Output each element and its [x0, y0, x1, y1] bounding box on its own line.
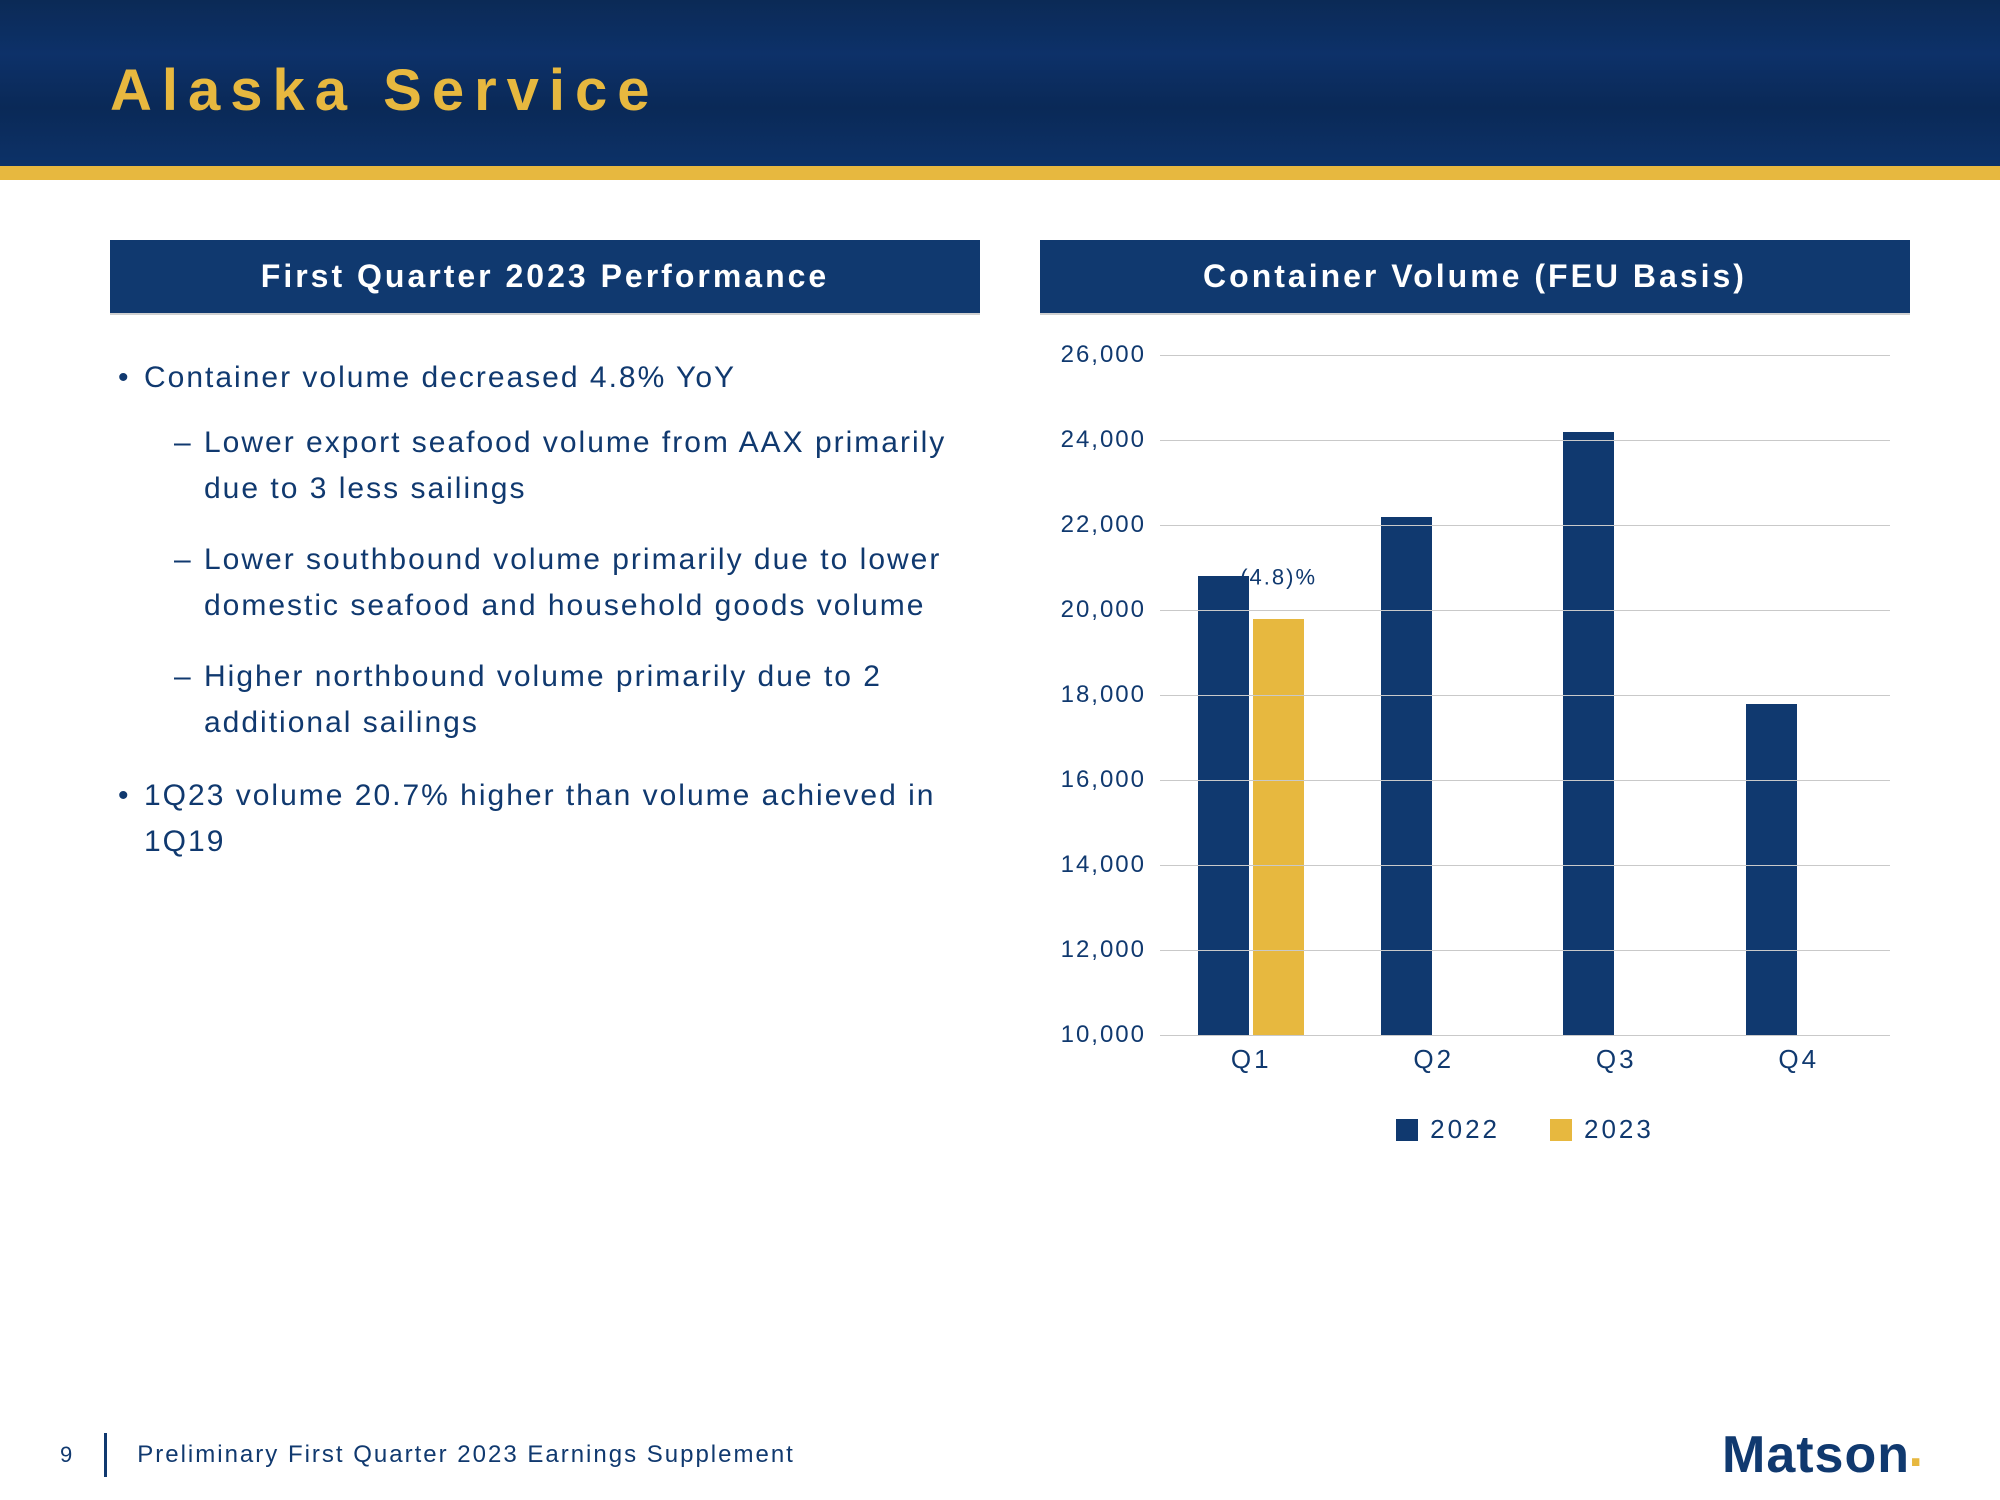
y-tick-label: 24,000 — [1061, 426, 1160, 454]
y-tick-label: 18,000 — [1061, 681, 1160, 709]
legend-swatch — [1396, 1119, 1418, 1141]
bar — [1381, 517, 1432, 1036]
chart-legend: 2022 2023 — [1160, 1114, 1890, 1145]
legend-item: 2022 — [1396, 1114, 1500, 1145]
bullet-item: 1Q23 volume 20.7% higher than volume ach… — [110, 773, 980, 866]
gridline — [1160, 695, 1890, 696]
right-panel-header: Container Volume (FEU Basis) — [1040, 240, 1910, 315]
bullet-list: Container volume decreased 4.8% YoY Lower… — [110, 355, 980, 866]
header-band: Alaska Service — [0, 0, 2000, 180]
bullet-item: Container volume decreased 4.8% YoY Lower… — [110, 355, 980, 747]
x-tick-label: Q4 — [1708, 1044, 1891, 1075]
legend-label: 2022 — [1430, 1114, 1500, 1145]
gridline — [1160, 355, 1890, 356]
right-column: Container Volume (FEU Basis) (4.8)% 10,0… — [1040, 240, 1910, 1410]
legend-label: 2023 — [1584, 1114, 1654, 1145]
footer: 9 Preliminary First Quarter 2023 Earning… — [0, 1410, 2000, 1500]
gridline — [1160, 865, 1890, 866]
page-number: 9 — [60, 1442, 74, 1468]
logo: Matson — [1722, 1425, 1910, 1485]
sub-bullet-item: Lower export seafood volume from AAX pri… — [144, 420, 980, 513]
sub-bullet-item: Lower southbound volume primarily due to… — [144, 537, 980, 630]
x-tick-label: Q1 — [1160, 1044, 1343, 1075]
sub-bullet-item: Higher northbound volume primarily due t… — [144, 654, 980, 747]
footer-left: 9 Preliminary First Quarter 2023 Earning… — [60, 1433, 795, 1477]
footer-text: Preliminary First Quarter 2023 Earnings … — [137, 1441, 795, 1469]
y-tick-label: 20,000 — [1061, 596, 1160, 624]
slide-title: Alaska Service — [110, 57, 660, 124]
gridline — [1160, 1035, 1890, 1036]
content-area: First Quarter 2023 Performance Container… — [0, 180, 2000, 1410]
gridline — [1160, 780, 1890, 781]
y-tick-label: 22,000 — [1061, 511, 1160, 539]
footer-divider — [104, 1433, 107, 1477]
y-tick-label: 14,000 — [1061, 851, 1160, 879]
left-column: First Quarter 2023 Performance Container… — [110, 240, 980, 1410]
bar — [1198, 576, 1249, 1035]
bar — [1746, 704, 1797, 1036]
y-tick-label: 26,000 — [1061, 341, 1160, 369]
gridline — [1160, 610, 1890, 611]
bar-chart: (4.8)% 10,000 12,000 14,000 16,000 18,000 20,… — [1040, 355, 1910, 1175]
x-tick-label: Q2 — [1343, 1044, 1526, 1075]
gridline — [1160, 440, 1890, 441]
bullet-text: 1Q23 volume 20.7% higher than volume ach… — [144, 779, 935, 859]
gridline — [1160, 950, 1890, 951]
bar-value-label: (4.8)% — [1240, 564, 1317, 590]
bullet-text: Container volume decreased 4.8% YoY — [144, 361, 736, 394]
slide: Alaska Service First Quarter 2023 Perfor… — [0, 0, 2000, 1500]
legend-item: 2023 — [1550, 1114, 1654, 1145]
bar — [1563, 432, 1614, 1036]
bar — [1253, 619, 1304, 1036]
x-tick-label: Q3 — [1525, 1044, 1708, 1075]
y-tick-label: 12,000 — [1061, 936, 1160, 964]
y-tick-label: 10,000 — [1061, 1021, 1160, 1049]
left-panel-header: First Quarter 2023 Performance — [110, 240, 980, 315]
y-tick-label: 16,000 — [1061, 766, 1160, 794]
gridline — [1160, 525, 1890, 526]
legend-swatch — [1550, 1119, 1572, 1141]
x-axis: Q1Q2Q3Q4 — [1160, 1044, 1890, 1075]
